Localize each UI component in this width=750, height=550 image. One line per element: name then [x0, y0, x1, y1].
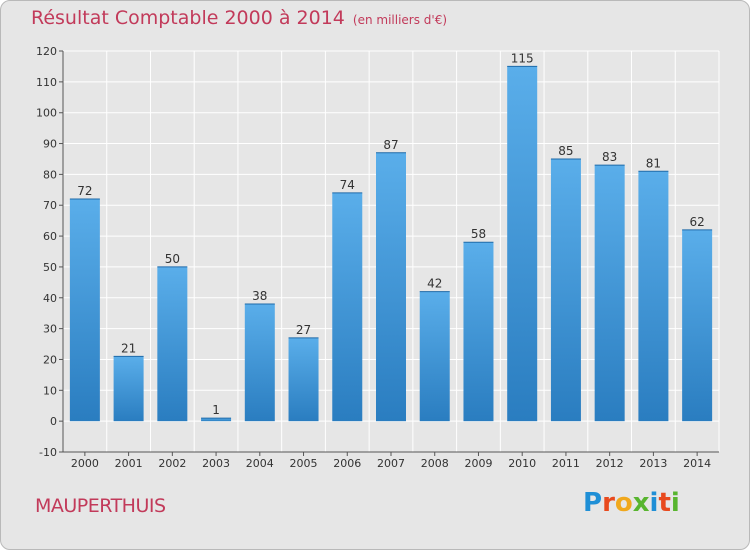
y-tick-label: 50: [43, 261, 57, 274]
bar: [550, 158, 581, 422]
labels: -10 0 10 20 30 40 50 60 70 80 90 100 110 120 72 2000 21 2…: [36, 45, 711, 470]
y-tick-label: 10: [43, 384, 57, 397]
bar: [113, 356, 144, 422]
logo-letter: P: [583, 488, 603, 518]
x-tick-label: 2010: [508, 457, 536, 470]
data-label: 72: [77, 184, 92, 198]
data-label: 58: [471, 227, 486, 241]
bar: [682, 229, 713, 422]
data-label: 85: [558, 144, 573, 158]
data-label: 27: [296, 323, 311, 337]
data-label: 42: [427, 277, 442, 291]
logo-letter: o: [614, 488, 633, 518]
data-label: 50: [165, 252, 180, 266]
proxiti-logo: Proxiti: [583, 488, 680, 518]
bar: [463, 242, 494, 422]
data-label: 81: [646, 156, 661, 170]
data-label: 115: [511, 51, 534, 65]
x-tick-label: 2005: [290, 457, 318, 470]
x-tick-label: 2013: [639, 457, 667, 470]
y-tick-label: 100: [36, 107, 57, 120]
bar: [69, 199, 100, 422]
data-label: 62: [689, 215, 704, 229]
bars: [69, 65, 713, 422]
bar: [157, 266, 188, 422]
data-label: 83: [602, 150, 617, 164]
data-label: 74: [340, 178, 355, 192]
y-tick-label: -10: [39, 446, 57, 459]
y-tick-label: 120: [36, 45, 57, 58]
x-tick-label: 2000: [71, 457, 99, 470]
logo-letter: i: [670, 488, 680, 518]
y-tick-label: 30: [43, 323, 57, 336]
x-tick-label: 2011: [552, 457, 580, 470]
bar: [376, 152, 406, 422]
logo-letter: r: [602, 488, 615, 518]
data-label: 38: [252, 289, 267, 303]
logo-letter: x: [632, 488, 650, 518]
x-tick-label: 2001: [115, 457, 143, 470]
x-tick-label: 2007: [377, 457, 405, 470]
y-tick-label: 70: [43, 199, 57, 212]
title-text: Résultat Comptable 2000 à 2014: [31, 7, 345, 29]
chart-title: Résultat Comptable 2000 à 2014 (en millie…: [31, 7, 447, 29]
commune-name: MAUPERTHUIS: [35, 495, 166, 517]
logo-letter: i: [649, 488, 659, 518]
x-tick-label: 2002: [158, 457, 186, 470]
bar: [201, 418, 232, 422]
bar: [638, 171, 669, 422]
y-tick-label: 40: [43, 292, 57, 305]
x-tick-label: 2012: [596, 457, 624, 470]
data-label: 21: [121, 341, 136, 355]
bar: [594, 165, 625, 422]
x-tick-label: 2006: [333, 457, 361, 470]
title-unit: (en milliers d'€): [352, 13, 448, 27]
y-tick-label: 0: [50, 415, 57, 428]
x-tick-label: 2009: [464, 457, 492, 470]
data-label: 87: [383, 138, 398, 152]
logo-letter: t: [658, 488, 671, 518]
x-tick-label: 2008: [421, 457, 449, 470]
bar: [332, 192, 363, 422]
x-tick-label: 2003: [202, 457, 230, 470]
y-tick-label: 60: [43, 230, 57, 243]
y-tick-label: 20: [43, 353, 57, 366]
bar: [288, 337, 319, 422]
axes: [59, 50, 719, 456]
bar: [507, 66, 538, 422]
y-tick-label: 110: [36, 76, 57, 89]
x-tick-label: 2014: [683, 457, 711, 470]
bar: [419, 291, 450, 422]
x-tick-label: 2004: [246, 457, 274, 470]
y-tick-label: 90: [43, 138, 57, 151]
bar: [244, 303, 275, 422]
y-tick-label: 80: [43, 168, 57, 181]
data-label: 1: [212, 403, 220, 417]
